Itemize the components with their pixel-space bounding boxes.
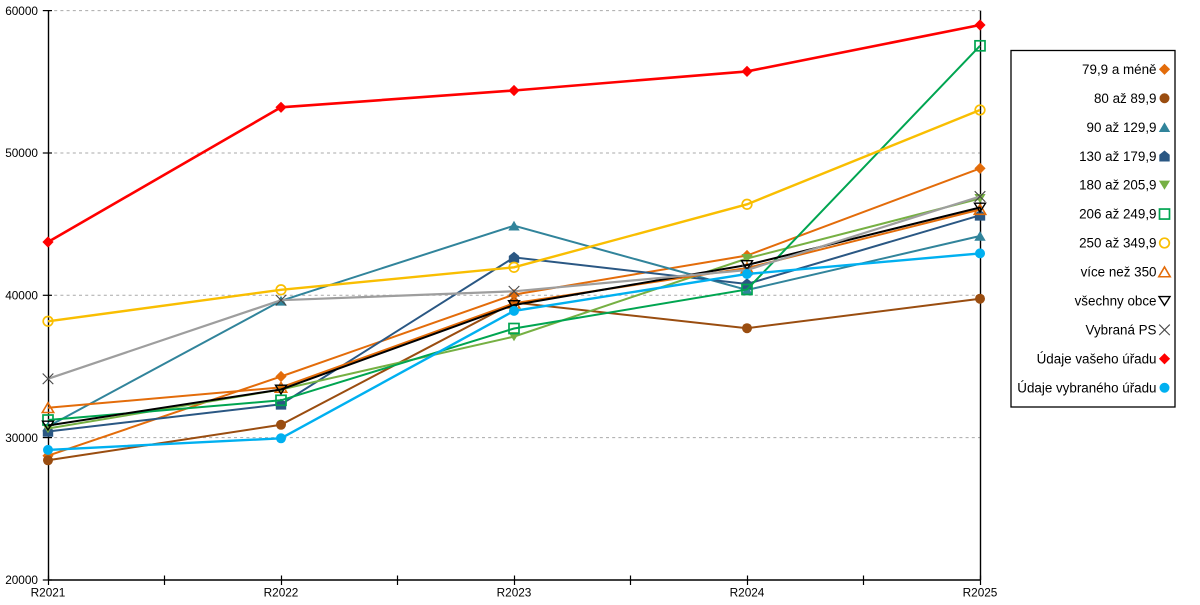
svg-text:60000: 60000 bbox=[5, 4, 38, 18]
svg-text:R2021: R2021 bbox=[31, 586, 66, 600]
svg-text:50000: 50000 bbox=[5, 146, 38, 160]
svg-text:R2024: R2024 bbox=[730, 586, 765, 600]
svg-text:90 až 129,9: 90 až 129,9 bbox=[1087, 120, 1157, 135]
svg-text:R2023: R2023 bbox=[497, 586, 532, 600]
svg-text:všechny obce: všechny obce bbox=[1075, 294, 1157, 309]
svg-text:Vybraná PS: Vybraná PS bbox=[1086, 322, 1157, 337]
svg-text:30000: 30000 bbox=[5, 431, 38, 445]
svg-text:více než 350: více než 350 bbox=[1081, 265, 1157, 280]
svg-text:80 až 89,9: 80 až 89,9 bbox=[1094, 91, 1157, 106]
svg-text:R2025: R2025 bbox=[963, 586, 998, 600]
svg-text:Údaje vašeho úřadu: Údaje vašeho úřadu bbox=[1037, 351, 1157, 366]
svg-text:130 až 179,9: 130 až 179,9 bbox=[1079, 149, 1156, 164]
svg-text:206 až 249,9: 206 až 249,9 bbox=[1079, 207, 1156, 222]
svg-text:250 až 349,9: 250 až 349,9 bbox=[1079, 236, 1156, 251]
svg-text:20000: 20000 bbox=[5, 573, 38, 587]
svg-text:180 až 205,9: 180 až 205,9 bbox=[1079, 178, 1156, 193]
svg-text:R2022: R2022 bbox=[264, 586, 299, 600]
svg-text:Údaje vybraného úřadu: Údaje vybraného úřadu bbox=[1017, 380, 1156, 395]
svg-text:40000: 40000 bbox=[5, 289, 38, 303]
svg-text:79,9 a méně: 79,9 a méně bbox=[1082, 62, 1156, 77]
